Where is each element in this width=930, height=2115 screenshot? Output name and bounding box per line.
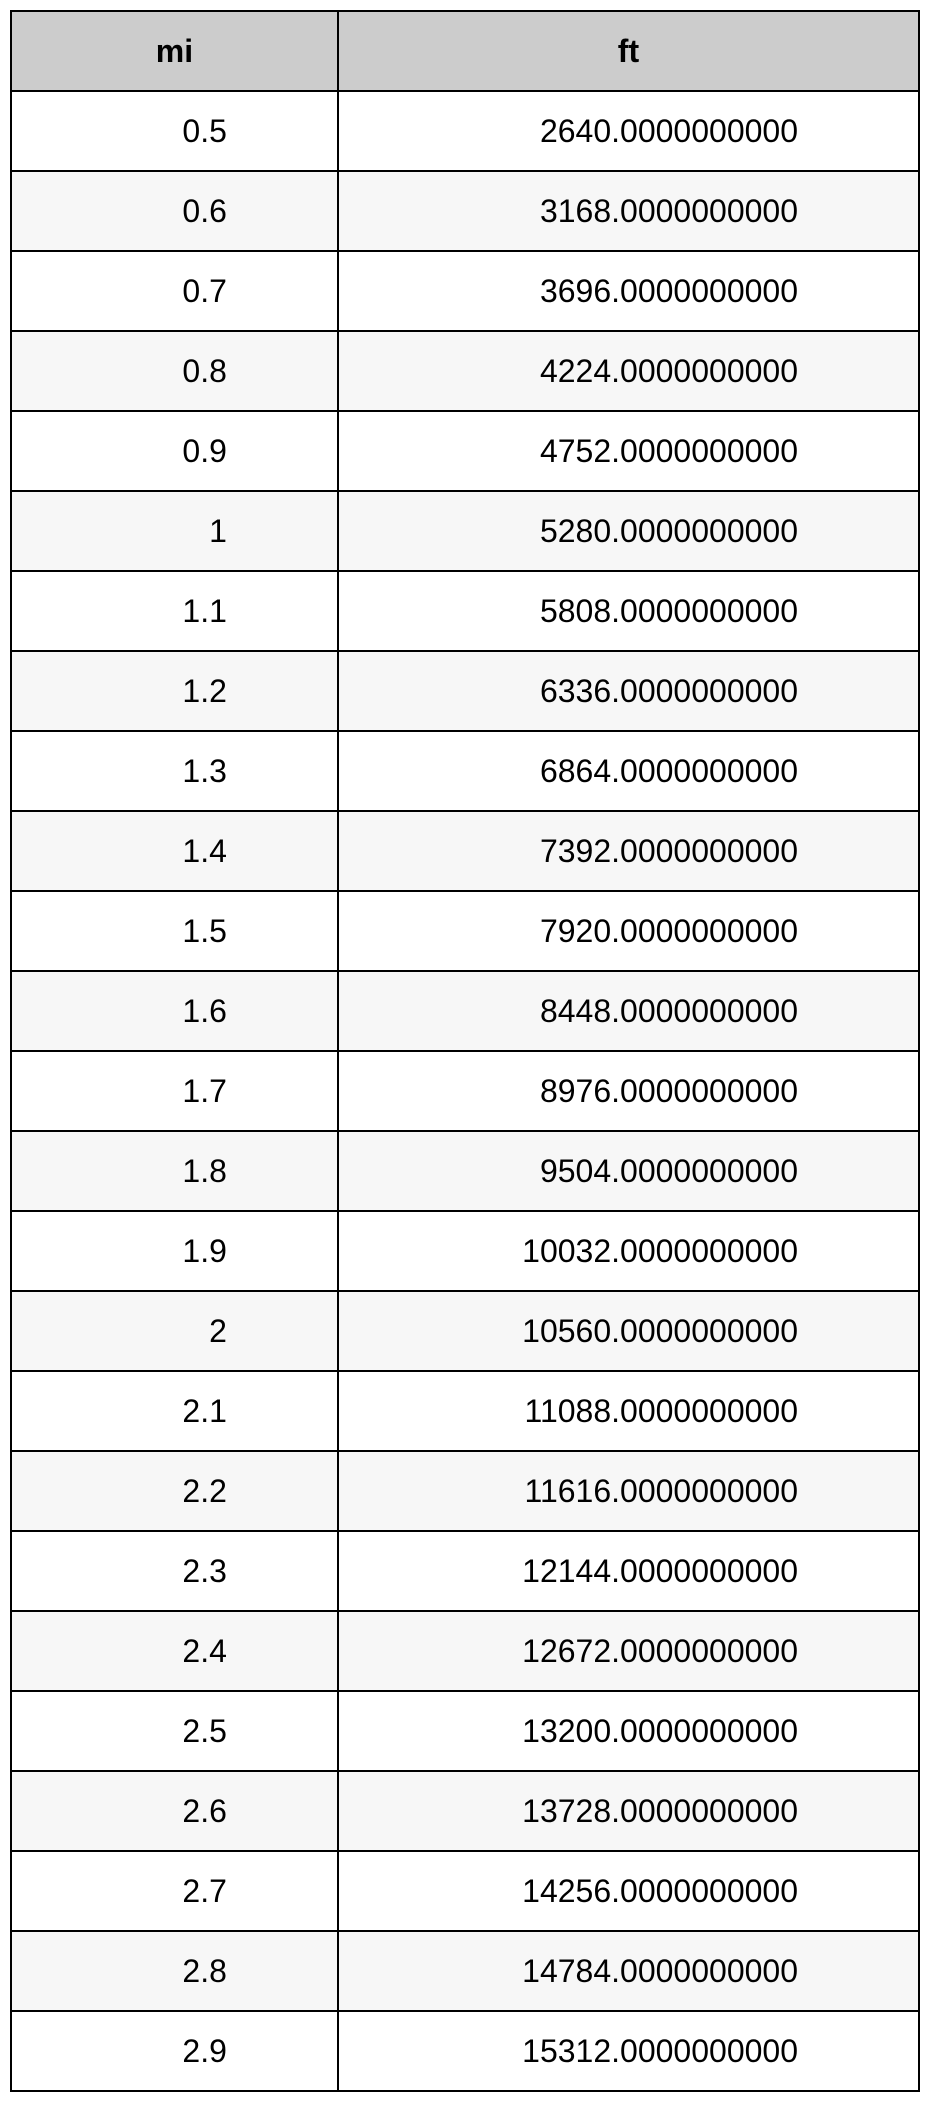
ft-cell: 12144.0000000000 bbox=[338, 1531, 919, 1611]
table-row: 2.613728.0000000000 bbox=[11, 1771, 919, 1851]
table-row: 1.15808.0000000000 bbox=[11, 571, 919, 651]
ft-cell: 11616.0000000000 bbox=[338, 1451, 919, 1531]
mi-cell: 1.7 bbox=[11, 1051, 338, 1131]
ft-cell: 12672.0000000000 bbox=[338, 1611, 919, 1691]
mi-cell: 0.8 bbox=[11, 331, 338, 411]
table-row: 2.814784.0000000000 bbox=[11, 1931, 919, 2011]
table-row: 0.84224.0000000000 bbox=[11, 331, 919, 411]
table-row: 15280.0000000000 bbox=[11, 491, 919, 571]
conversion-table: mi ft 0.52640.0000000000 0.63168.0000000… bbox=[10, 10, 920, 2092]
mi-cell: 2.7 bbox=[11, 1851, 338, 1931]
ft-cell: 14256.0000000000 bbox=[338, 1851, 919, 1931]
table-row: 210560.0000000000 bbox=[11, 1291, 919, 1371]
mi-cell: 2.2 bbox=[11, 1451, 338, 1531]
mi-cell: 0.9 bbox=[11, 411, 338, 491]
ft-cell: 7392.0000000000 bbox=[338, 811, 919, 891]
table-row: 0.94752.0000000000 bbox=[11, 411, 919, 491]
mi-cell: 2.9 bbox=[11, 2011, 338, 2091]
mi-cell: 2.8 bbox=[11, 1931, 338, 2011]
table-row: 1.910032.0000000000 bbox=[11, 1211, 919, 1291]
table-row: 1.26336.0000000000 bbox=[11, 651, 919, 731]
ft-cell: 8976.0000000000 bbox=[338, 1051, 919, 1131]
mi-cell: 2.6 bbox=[11, 1771, 338, 1851]
table-row: 1.47392.0000000000 bbox=[11, 811, 919, 891]
table-row: 1.78976.0000000000 bbox=[11, 1051, 919, 1131]
ft-cell: 13728.0000000000 bbox=[338, 1771, 919, 1851]
mi-cell: 2.5 bbox=[11, 1691, 338, 1771]
table-row: 2.211616.0000000000 bbox=[11, 1451, 919, 1531]
mi-cell: 0.6 bbox=[11, 171, 338, 251]
mi-cell: 2.4 bbox=[11, 1611, 338, 1691]
mi-cell: 1 bbox=[11, 491, 338, 571]
ft-cell: 10032.0000000000 bbox=[338, 1211, 919, 1291]
ft-cell: 8448.0000000000 bbox=[338, 971, 919, 1051]
table-row: 1.68448.0000000000 bbox=[11, 971, 919, 1051]
mi-cell: 1.8 bbox=[11, 1131, 338, 1211]
table-row: 2.312144.0000000000 bbox=[11, 1531, 919, 1611]
ft-cell: 11088.0000000000 bbox=[338, 1371, 919, 1451]
mi-cell: 2.1 bbox=[11, 1371, 338, 1451]
ft-cell: 13200.0000000000 bbox=[338, 1691, 919, 1771]
ft-cell: 14784.0000000000 bbox=[338, 1931, 919, 2011]
mi-cell: 1.5 bbox=[11, 891, 338, 971]
mi-cell: 0.5 bbox=[11, 91, 338, 171]
table-row: 2.915312.0000000000 bbox=[11, 2011, 919, 2091]
table-row: 1.36864.0000000000 bbox=[11, 731, 919, 811]
table-row: 2.513200.0000000000 bbox=[11, 1691, 919, 1771]
column-header-ft: ft bbox=[338, 11, 919, 91]
table-row: 2.111088.0000000000 bbox=[11, 1371, 919, 1451]
mi-cell: 1.9 bbox=[11, 1211, 338, 1291]
table-row: 2.714256.0000000000 bbox=[11, 1851, 919, 1931]
mi-cell: 2.3 bbox=[11, 1531, 338, 1611]
ft-cell: 4752.0000000000 bbox=[338, 411, 919, 491]
ft-cell: 3168.0000000000 bbox=[338, 171, 919, 251]
mi-cell: 2 bbox=[11, 1291, 338, 1371]
table-row: 1.89504.0000000000 bbox=[11, 1131, 919, 1211]
table-row: 2.412672.0000000000 bbox=[11, 1611, 919, 1691]
ft-cell: 5808.0000000000 bbox=[338, 571, 919, 651]
ft-cell: 6864.0000000000 bbox=[338, 731, 919, 811]
ft-cell: 15312.0000000000 bbox=[338, 2011, 919, 2091]
column-header-mi: mi bbox=[11, 11, 338, 91]
table-row: 1.57920.0000000000 bbox=[11, 891, 919, 971]
ft-cell: 5280.0000000000 bbox=[338, 491, 919, 571]
ft-cell: 2640.0000000000 bbox=[338, 91, 919, 171]
mi-cell: 1.4 bbox=[11, 811, 338, 891]
table-header-row: mi ft bbox=[11, 11, 919, 91]
table-row: 0.52640.0000000000 bbox=[11, 91, 919, 171]
mi-cell: 1.1 bbox=[11, 571, 338, 651]
table-body: 0.52640.0000000000 0.63168.0000000000 0.… bbox=[11, 91, 919, 2091]
ft-cell: 9504.0000000000 bbox=[338, 1131, 919, 1211]
mi-cell: 0.7 bbox=[11, 251, 338, 331]
ft-cell: 3696.0000000000 bbox=[338, 251, 919, 331]
ft-cell: 7920.0000000000 bbox=[338, 891, 919, 971]
table-row: 0.63168.0000000000 bbox=[11, 171, 919, 251]
mi-cell: 1.2 bbox=[11, 651, 338, 731]
mi-cell: 1.3 bbox=[11, 731, 338, 811]
ft-cell: 6336.0000000000 bbox=[338, 651, 919, 731]
table-row: 0.73696.0000000000 bbox=[11, 251, 919, 331]
ft-cell: 10560.0000000000 bbox=[338, 1291, 919, 1371]
ft-cell: 4224.0000000000 bbox=[338, 331, 919, 411]
mi-cell: 1.6 bbox=[11, 971, 338, 1051]
